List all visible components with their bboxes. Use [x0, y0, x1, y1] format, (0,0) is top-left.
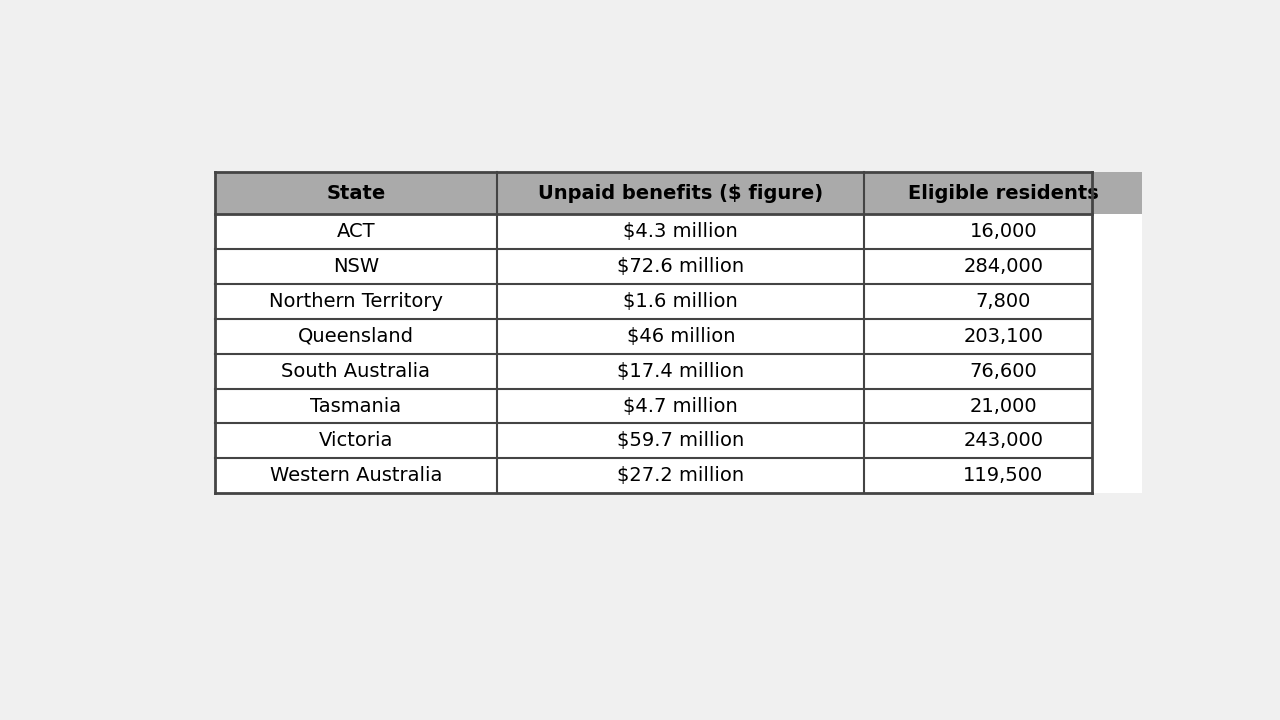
Text: 76,600: 76,600 [969, 361, 1037, 381]
Bar [215, 319, 497, 354]
Bar [215, 423, 497, 459]
Text: $4.3 million: $4.3 million [623, 222, 739, 241]
Text: Western Australia: Western Australia [270, 467, 442, 485]
Bar [864, 354, 1142, 389]
Bar [864, 284, 1142, 319]
Bar [497, 459, 864, 493]
Text: Tasmania: Tasmania [310, 397, 402, 415]
Bar [497, 249, 864, 284]
Text: $59.7 million: $59.7 million [617, 431, 745, 451]
Bar [497, 172, 864, 214]
Bar [497, 319, 864, 354]
Bar [864, 214, 1142, 249]
Bar [215, 214, 497, 249]
Text: $72.6 million: $72.6 million [617, 257, 745, 276]
Text: 243,000: 243,000 [963, 431, 1043, 451]
Text: 7,800: 7,800 [975, 292, 1030, 311]
Bar [497, 284, 864, 319]
Bar [215, 459, 497, 493]
Text: South Australia: South Australia [282, 361, 430, 381]
Bar [215, 354, 497, 389]
Text: 119,500: 119,500 [963, 467, 1043, 485]
Text: 203,100: 203,100 [963, 327, 1043, 346]
Bar [497, 389, 864, 423]
Text: Northern Territory: Northern Territory [269, 292, 443, 311]
Text: $27.2 million: $27.2 million [617, 467, 745, 485]
Bar [864, 172, 1142, 214]
Bar [215, 284, 497, 319]
Text: $4.7 million: $4.7 million [623, 397, 739, 415]
Text: $17.4 million: $17.4 million [617, 361, 745, 381]
Bar [864, 389, 1142, 423]
Text: 21,000: 21,000 [969, 397, 1037, 415]
Bar [497, 214, 864, 249]
Text: Unpaid benefits ($ figure): Unpaid benefits ($ figure) [538, 184, 823, 202]
Text: NSW: NSW [333, 257, 379, 276]
Text: $46 million: $46 million [626, 327, 735, 346]
Bar [215, 249, 497, 284]
Bar [864, 319, 1142, 354]
Bar [864, 249, 1142, 284]
Bar [864, 423, 1142, 459]
Bar [864, 459, 1142, 493]
Text: 284,000: 284,000 [963, 257, 1043, 276]
Text: $1.6 million: $1.6 million [623, 292, 739, 311]
Text: ACT: ACT [337, 222, 375, 241]
Text: Eligible residents: Eligible residents [908, 184, 1098, 202]
Text: Queensland: Queensland [298, 327, 413, 346]
Text: Victoria: Victoria [319, 431, 393, 451]
Bar [497, 423, 864, 459]
Bar [215, 172, 497, 214]
Text: State: State [326, 184, 385, 202]
Text: 16,000: 16,000 [969, 222, 1037, 241]
Bar [497, 354, 864, 389]
Bar [215, 389, 497, 423]
